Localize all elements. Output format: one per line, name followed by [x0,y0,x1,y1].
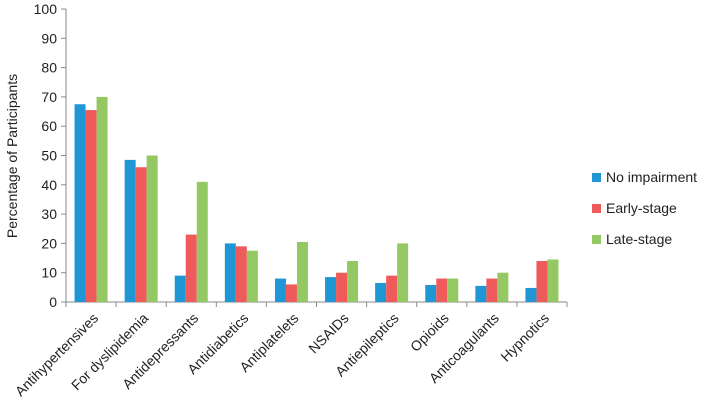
bar [436,278,448,302]
x-tick-label: Opioids [407,310,452,355]
legend: No impairment Early-stage Late-stage [592,169,697,247]
legend-swatch [592,173,601,182]
bar [447,278,459,302]
bar [325,277,337,302]
y-tick-label: 40 [41,177,57,193]
bar [246,250,258,302]
y-tick-label: 20 [41,235,57,251]
bar [536,260,548,302]
bar [135,167,147,302]
y-axis-ticks: 0 10 20 30 40 50 60 70 80 90 100 [34,1,66,310]
bar [425,285,437,302]
y-tick-label: 10 [41,265,57,281]
bar [85,110,97,303]
bar [397,243,409,302]
bar [336,272,348,302]
legend-swatch [592,204,601,213]
bar [185,234,197,302]
bar [146,155,158,302]
bar [547,259,559,302]
legend-label: No impairment [606,169,697,185]
bar [386,275,398,302]
legend-label: Early-stage [606,200,677,216]
bar [475,285,487,302]
bar [174,275,186,302]
bar [285,284,297,302]
y-tick-label: 50 [41,148,57,164]
bar [375,282,387,302]
y-axis-label: Percentage of Participants [4,74,20,238]
bar [347,260,359,302]
bar [124,159,136,302]
y-tick-label: 0 [49,294,57,310]
bar [74,104,86,302]
bar [486,278,498,302]
bars [74,96,559,303]
y-tick-label: 90 [41,30,57,46]
legend-label: Late-stage [606,231,672,247]
legend-swatch [592,235,601,244]
y-tick-label: 60 [41,118,57,134]
bar [196,181,208,302]
x-tick-label: Hypnotics [497,310,552,365]
bar [274,278,286,302]
x-tick-label: NSAIDs [305,310,352,357]
x-tick-label: Antihypertensives [12,310,101,399]
bar [296,241,308,302]
y-tick-label: 70 [41,89,57,105]
bar [224,243,236,302]
bar [235,246,247,302]
bar [525,287,537,302]
y-tick-label: 80 [41,60,57,76]
y-tick-label: 30 [41,206,57,222]
bar [96,96,108,303]
y-tick-label: 100 [34,1,58,17]
bar [497,272,509,302]
